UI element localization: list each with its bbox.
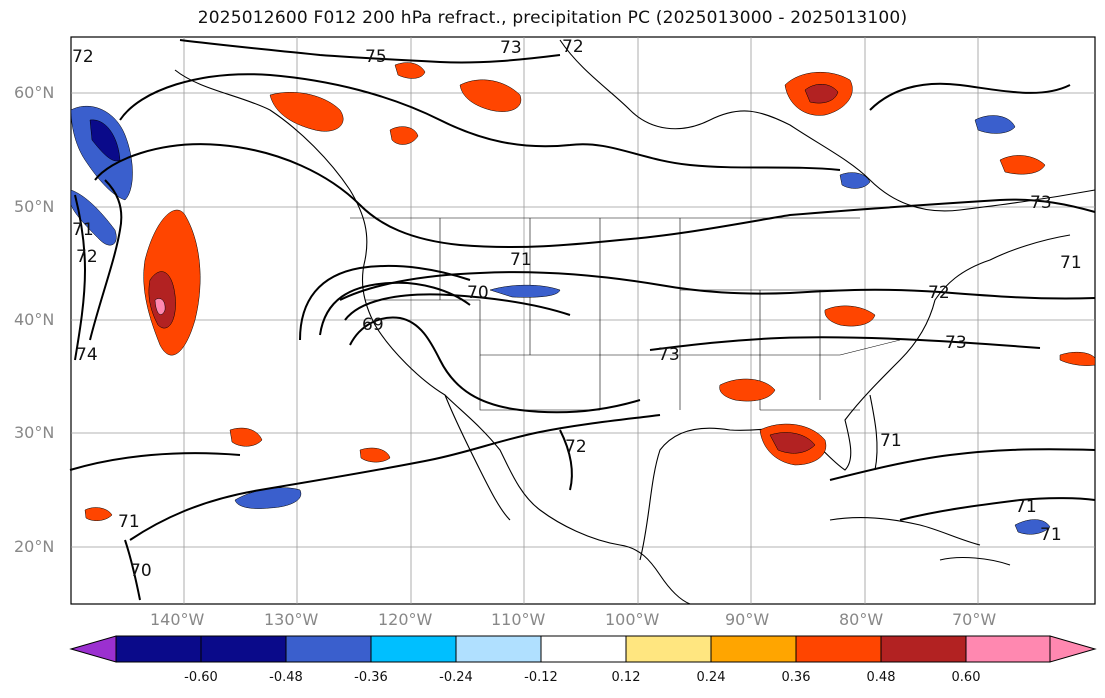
lat-label: 60°N <box>14 83 55 102</box>
contour-label: 70 <box>467 283 489 303</box>
lon-label: 100°W <box>605 610 660 629</box>
contour-label: 69 <box>362 315 384 335</box>
colorbar-tick: 0.48 <box>866 670 896 685</box>
lon-label: 70°W <box>952 610 997 629</box>
contour-label: 73 <box>945 333 967 353</box>
lon-label: 130°W <box>264 610 319 629</box>
contour-label: 75 <box>365 47 387 67</box>
contour-label: 71 <box>1060 253 1082 273</box>
precip-shading <box>70 62 1096 535</box>
colorbar-tick: -0.12 <box>524 670 558 685</box>
contour-label: 73 <box>500 38 522 58</box>
lon-label: 80°W <box>839 610 884 629</box>
map-frame <box>70 36 1096 605</box>
contour-label: 70 <box>130 561 152 581</box>
lon-label: 90°W <box>725 610 770 629</box>
contour-label: 72 <box>928 283 950 303</box>
colorbar-tick: -0.24 <box>439 670 473 685</box>
coastlines <box>174 39 1096 605</box>
lat-label: 20°N <box>14 537 55 556</box>
contour-label: 71 <box>1040 525 1062 545</box>
contour-label: 72 <box>76 247 98 267</box>
refractivity-contours <box>69 39 1096 601</box>
graticule <box>71 37 1095 604</box>
contour-label: 73 <box>658 345 680 365</box>
colorbar-tick: 0.12 <box>611 670 641 685</box>
colorbar-tick: 0.24 <box>696 670 726 685</box>
colorbar-extend-low <box>69 635 117 663</box>
lon-label: 110°W <box>491 610 546 629</box>
contour-labels: 75 73 72 71 70 69 72 73 72 71 71 71 71 7… <box>72 37 1082 581</box>
contour-label: 71 <box>118 512 140 532</box>
contour-label: 71 <box>510 250 532 270</box>
lat-label: 30°N <box>14 423 55 442</box>
colorbar <box>69 635 1097 663</box>
contour-label: 72 <box>562 37 584 57</box>
colorbar-tick: 0.60 <box>951 670 981 685</box>
lat-label: 50°N <box>14 197 55 216</box>
contour-label: 71 <box>1015 497 1037 517</box>
colorbar-tick: -0.60 <box>184 670 218 685</box>
lon-label: 140°W <box>150 610 205 629</box>
map-title: 2025012600 F012 200 hPa refract., precip… <box>197 8 908 28</box>
colorbar-tick: 0.36 <box>781 670 811 685</box>
colorbar-tick: -0.36 <box>354 670 388 685</box>
colorbar-extend-high <box>1049 635 1097 663</box>
contour-label: 71 <box>880 431 902 451</box>
contour-label: 72 <box>72 47 94 67</box>
colorbar-tick: -0.48 <box>269 670 303 685</box>
lon-label: 120°W <box>378 610 433 629</box>
contour-label: 74 <box>76 345 98 365</box>
contour-label: 72 <box>565 437 587 457</box>
lat-label: 40°N <box>14 310 55 329</box>
contour-label: 71 <box>72 220 94 240</box>
contour-label: 73 <box>1030 193 1052 213</box>
